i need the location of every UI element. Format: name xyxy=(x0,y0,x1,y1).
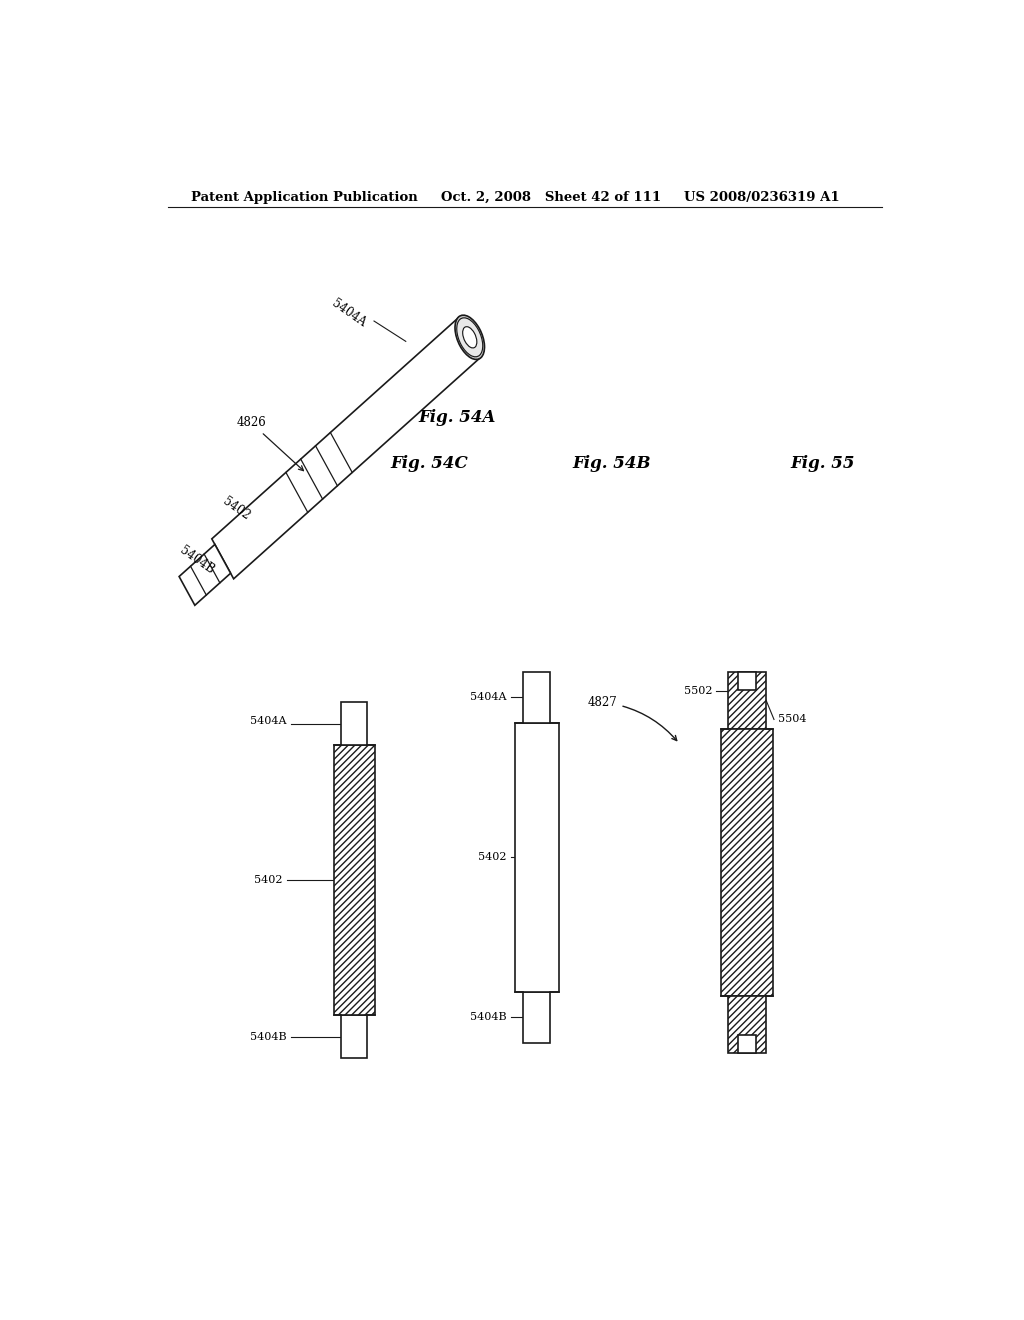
Polygon shape xyxy=(212,317,480,579)
Text: 5404A: 5404A xyxy=(470,692,507,702)
Text: 5404B: 5404B xyxy=(470,1012,507,1022)
Bar xyxy=(523,672,550,722)
Text: Oct. 2, 2008   Sheet 42 of 111: Oct. 2, 2008 Sheet 42 of 111 xyxy=(441,190,662,203)
Ellipse shape xyxy=(463,326,477,348)
Text: Fig. 54B: Fig. 54B xyxy=(572,455,651,471)
Text: 5504: 5504 xyxy=(778,714,807,725)
Ellipse shape xyxy=(457,318,482,356)
Bar xyxy=(341,702,368,744)
Text: Fig. 54A: Fig. 54A xyxy=(419,409,496,426)
Text: 5502: 5502 xyxy=(684,686,712,696)
Text: 5402: 5402 xyxy=(254,875,283,884)
Polygon shape xyxy=(179,544,230,606)
Bar xyxy=(738,1035,756,1053)
Text: 5404B: 5404B xyxy=(250,1031,287,1041)
Bar xyxy=(728,672,766,729)
Bar xyxy=(341,1015,368,1057)
Bar xyxy=(515,722,558,991)
Text: 5404B: 5404B xyxy=(177,544,217,577)
Bar xyxy=(721,729,773,995)
Bar xyxy=(728,995,766,1053)
Text: 5404A: 5404A xyxy=(250,717,287,726)
Text: 4826: 4826 xyxy=(237,416,303,471)
Bar xyxy=(523,991,550,1043)
Text: Fig. 55: Fig. 55 xyxy=(791,455,855,471)
Bar xyxy=(334,744,375,1015)
Text: Patent Application Publication: Patent Application Publication xyxy=(191,190,418,203)
Text: 4827: 4827 xyxy=(588,696,677,741)
Text: US 2008/0236319 A1: US 2008/0236319 A1 xyxy=(684,190,839,203)
Text: 5402: 5402 xyxy=(478,853,507,862)
Ellipse shape xyxy=(455,315,484,359)
Text: 5404A: 5404A xyxy=(329,297,368,329)
Bar xyxy=(738,672,756,690)
Text: 5402: 5402 xyxy=(221,495,253,523)
Text: Fig. 54C: Fig. 54C xyxy=(391,455,468,471)
